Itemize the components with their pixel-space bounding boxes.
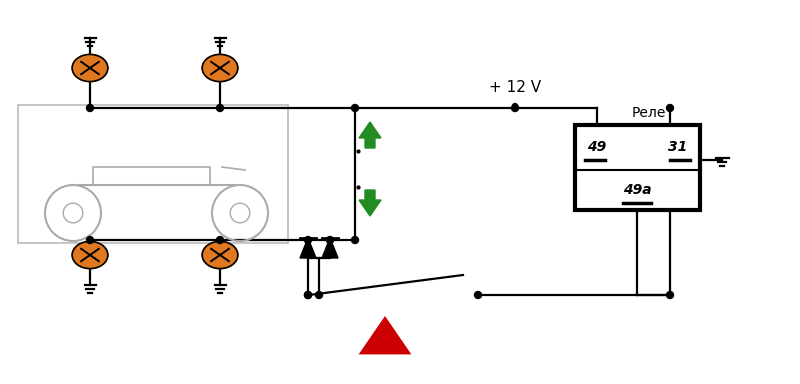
Circle shape bbox=[513, 104, 518, 109]
Ellipse shape bbox=[72, 55, 108, 82]
Circle shape bbox=[305, 291, 311, 298]
Circle shape bbox=[666, 104, 674, 111]
Text: 49: 49 bbox=[587, 140, 606, 154]
Circle shape bbox=[326, 237, 334, 243]
Polygon shape bbox=[358, 316, 411, 354]
Bar bbox=[575, 125, 700, 210]
Circle shape bbox=[511, 104, 518, 111]
Text: 49a: 49a bbox=[622, 183, 651, 197]
Bar bbox=[18, 105, 288, 243]
Polygon shape bbox=[322, 238, 338, 258]
Polygon shape bbox=[300, 238, 316, 258]
Circle shape bbox=[351, 237, 358, 243]
Ellipse shape bbox=[202, 55, 238, 82]
Circle shape bbox=[86, 237, 94, 243]
Circle shape bbox=[305, 237, 311, 243]
Circle shape bbox=[86, 104, 94, 111]
Circle shape bbox=[351, 104, 358, 111]
Circle shape bbox=[217, 104, 223, 111]
Polygon shape bbox=[359, 122, 381, 148]
Text: + 12 V: + 12 V bbox=[489, 81, 541, 96]
Ellipse shape bbox=[202, 242, 238, 268]
Ellipse shape bbox=[72, 242, 108, 268]
Text: 31: 31 bbox=[668, 140, 688, 154]
Circle shape bbox=[305, 291, 311, 298]
Circle shape bbox=[315, 291, 322, 298]
Circle shape bbox=[666, 291, 674, 298]
Text: Реле: Реле bbox=[632, 106, 666, 120]
Circle shape bbox=[217, 237, 223, 243]
Circle shape bbox=[474, 291, 482, 298]
Polygon shape bbox=[359, 190, 381, 216]
